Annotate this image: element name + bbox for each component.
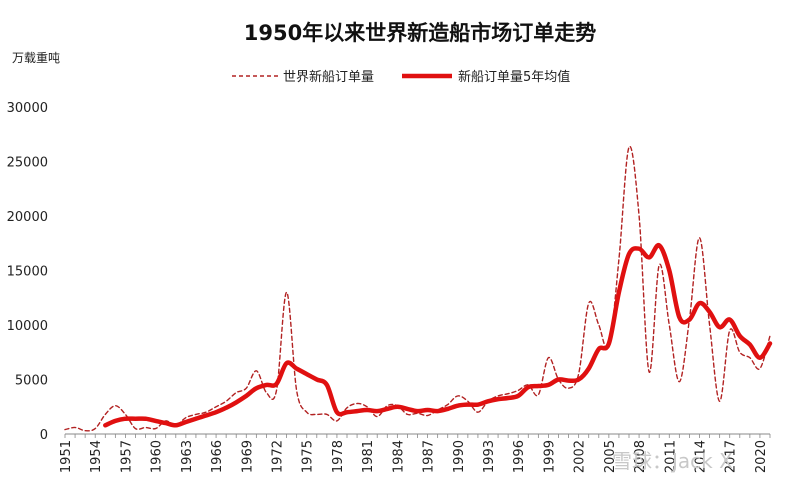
plot-area (64, 145, 773, 432)
x-tick-label: 1984 (391, 440, 406, 473)
y-axis: 0 5000 10000 15000 20000 25000 30000 (7, 101, 48, 443)
x-tick-label: 1954 (89, 440, 104, 473)
x-tick-label: 2014 (694, 440, 709, 473)
series-line-orders (64, 145, 771, 432)
x-tick-label: 1975 (301, 440, 316, 473)
x-tick-label: 1999 (542, 440, 557, 473)
y-tick-label: 25000 (7, 156, 48, 171)
x-tick-label: 1996 (512, 440, 527, 473)
series-line-5yr-average (103, 243, 773, 428)
legend-label-orders: 世界新船订单量 (283, 69, 374, 85)
x-tick-label: 2017 (724, 440, 739, 473)
y-axis-label: 万载重吨 (12, 51, 60, 65)
x-tick-label: 2020 (754, 440, 769, 473)
x-tick-label: 1960 (150, 440, 165, 473)
x-tick-label: 1972 (271, 440, 286, 473)
y-tick-label: 20000 (7, 210, 48, 225)
x-axis: 1951 1954 1957 1960 1963 1966 1969 1972 1975 1978… (59, 433, 771, 473)
x-tick-label: 2008 (633, 440, 648, 473)
x-tick-label: 1981 (361, 440, 376, 473)
x-tick-label: 1969 (240, 440, 255, 473)
x-tick-label: 2002 (573, 440, 588, 473)
legend-label-5yr-average: 新船订单量5年均值 (458, 69, 570, 85)
legend: 世界新船订单量 新船订单量5年均值 (232, 69, 570, 85)
x-tick-label: 1990 (452, 440, 467, 473)
watermark: 雪球：Jack X (612, 449, 733, 473)
x-tick-label: 1987 (422, 440, 437, 473)
x-tick-label: 1993 (482, 440, 497, 473)
y-tick-label: 10000 (7, 319, 48, 334)
x-tick-label: 2011 (663, 440, 678, 473)
y-tick-label: 30000 (7, 101, 48, 116)
y-tick-label: 0 (40, 428, 48, 443)
x-tick-label: 1951 (59, 440, 74, 473)
x-tick-label: 2005 (603, 440, 618, 473)
y-tick-label: 5000 (15, 374, 48, 389)
x-tick-label: 1963 (180, 440, 195, 473)
x-tick-label: 1978 (331, 440, 346, 473)
chart-title: 1950年以来世界新造船市场订单走势 (244, 21, 596, 45)
y-tick-label: 15000 (7, 265, 48, 280)
x-tick-label: 1957 (119, 440, 134, 473)
x-tick-label: 1966 (210, 440, 225, 473)
